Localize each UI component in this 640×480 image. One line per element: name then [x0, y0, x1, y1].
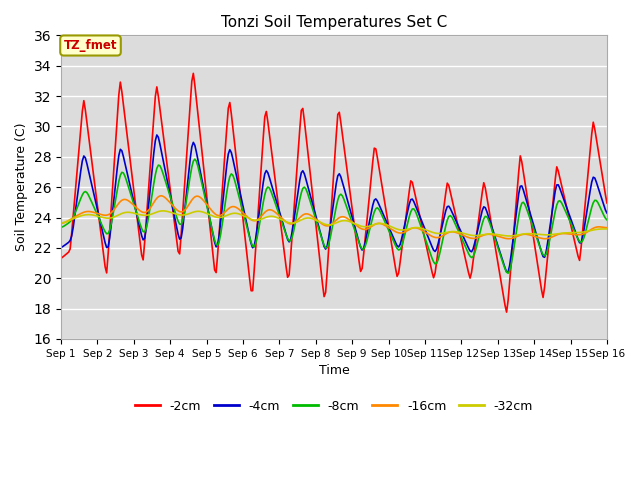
-32cm	[57, 220, 65, 226]
-2cm	[57, 255, 65, 261]
Title: Tonzi Soil Temperatures Set C: Tonzi Soil Temperatures Set C	[221, 15, 447, 30]
-32cm	[506, 233, 513, 239]
X-axis label: Time: Time	[319, 364, 349, 377]
-4cm	[298, 170, 305, 176]
-8cm	[504, 270, 512, 276]
Line: -16cm: -16cm	[61, 196, 607, 239]
-32cm	[603, 226, 611, 232]
-32cm	[221, 213, 229, 219]
-32cm	[124, 209, 132, 215]
-4cm	[57, 244, 65, 250]
-4cm	[221, 176, 229, 181]
Line: -2cm: -2cm	[61, 73, 607, 312]
-16cm	[541, 236, 548, 241]
-4cm	[603, 210, 611, 216]
-8cm	[57, 225, 65, 230]
-8cm	[298, 190, 305, 196]
-2cm	[189, 71, 197, 76]
Line: -32cm: -32cm	[61, 211, 607, 236]
-8cm	[576, 239, 584, 244]
-8cm	[124, 182, 132, 188]
-16cm	[576, 232, 584, 238]
-8cm	[191, 156, 198, 162]
-2cm	[298, 108, 305, 113]
-32cm	[576, 229, 584, 235]
-32cm	[249, 217, 257, 223]
Y-axis label: Soil Temperature (C): Soil Temperature (C)	[15, 123, 28, 252]
-16cm	[157, 193, 165, 199]
-16cm	[239, 210, 247, 216]
-16cm	[603, 225, 611, 230]
-32cm	[159, 208, 167, 214]
-2cm	[221, 146, 229, 152]
-8cm	[249, 243, 257, 249]
-2cm	[603, 200, 611, 206]
Line: -4cm: -4cm	[61, 135, 607, 272]
-2cm	[239, 221, 247, 227]
-2cm	[124, 139, 132, 145]
-2cm	[249, 288, 257, 294]
-16cm	[298, 213, 305, 219]
-4cm	[153, 132, 161, 138]
-8cm	[221, 200, 229, 206]
-4cm	[504, 269, 512, 275]
Legend: -2cm, -4cm, -8cm, -16cm, -32cm: -2cm, -4cm, -8cm, -16cm, -32cm	[130, 395, 538, 418]
-32cm	[239, 213, 247, 219]
-4cm	[249, 245, 257, 251]
-4cm	[576, 240, 584, 246]
-2cm	[576, 258, 584, 264]
-8cm	[239, 211, 247, 217]
-4cm	[239, 205, 247, 211]
-8cm	[603, 217, 611, 223]
-4cm	[124, 173, 132, 179]
-16cm	[221, 209, 229, 215]
-2cm	[503, 309, 511, 315]
-32cm	[298, 217, 305, 223]
-16cm	[249, 217, 257, 223]
Text: TZ_fmet: TZ_fmet	[64, 39, 117, 52]
-16cm	[124, 198, 132, 204]
-16cm	[57, 220, 65, 226]
Line: -8cm: -8cm	[61, 159, 607, 273]
